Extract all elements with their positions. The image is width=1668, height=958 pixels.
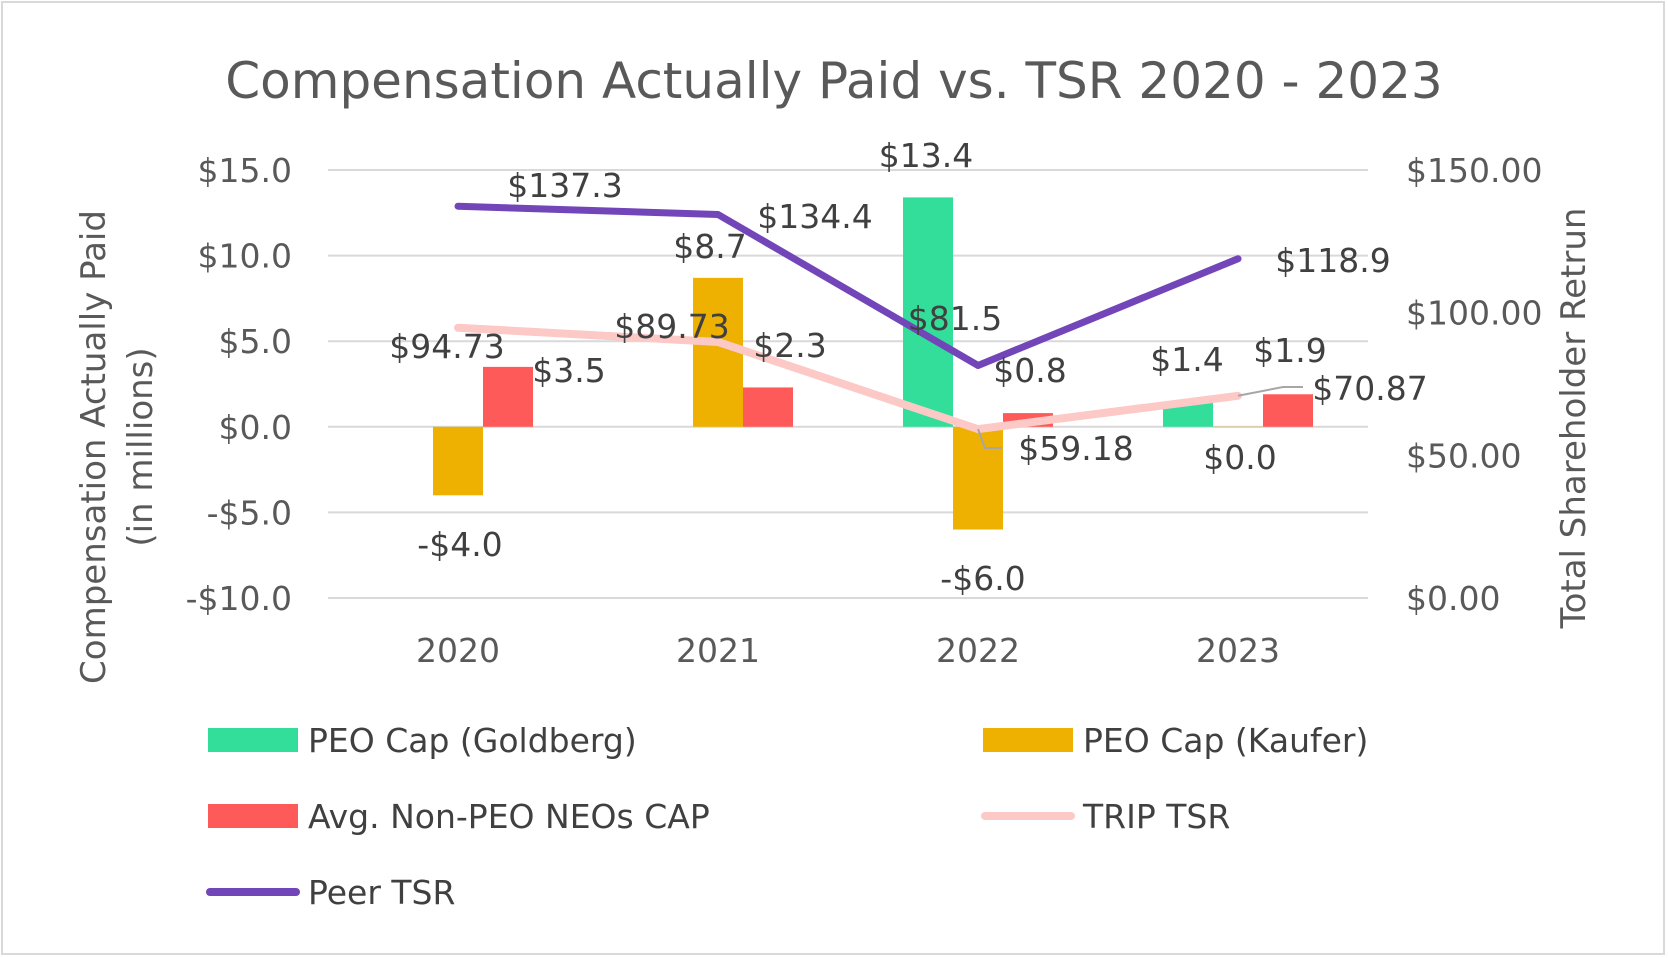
bar [1213,426,1263,428]
bar-data-label: $8.7 [673,227,746,266]
bars [433,197,1313,530]
gridlines [328,169,1368,599]
legend-label: Peer TSR [308,873,455,912]
right-axis-title: Total Shareholder Retrun [1554,208,1594,630]
right-tick-label: $0.00 [1406,579,1500,618]
tsr-line [454,323,1242,434]
left-axis-title-line1: Compensation Actually Paid [74,210,114,684]
legend-label: Avg. Non-PEO NEOs CAP [308,797,710,836]
line-data-label: $89.73 [614,307,729,346]
left-tick-label: $0.0 [219,408,292,447]
left-tick-label: $5.0 [219,322,292,361]
leader-line [977,428,1002,449]
left-tick-label: -$5.0 [207,493,292,532]
line-data-label: $70.87 [1312,369,1427,408]
line-data-label: $134.4 [757,197,872,236]
right-tick-label: $50.00 [1406,436,1521,475]
line-data-label: $118.9 [1275,241,1390,280]
axes: $15.0 $10.0 $5.0 $0.0 -$5.0 -$10.0 $150.00 $100… [186,151,1543,670]
bar [433,426,483,496]
bar-data-label: $1.9 [1253,331,1326,370]
x-tick-label: 2023 [1196,631,1280,670]
bar-data-label: -$4.0 [417,525,502,564]
legend-label: PEO Cap (Kaufer) [1083,721,1368,760]
x-tick-label: 2021 [676,631,760,670]
tsr-line [454,202,1242,369]
bar [953,426,1003,530]
chart-title: Compensation Actually Paid vs. TSR 2020 … [225,52,1443,110]
legend-swatch [208,804,298,828]
line-data-label: $137.3 [507,166,622,205]
bar [693,277,743,427]
legend-label: PEO Cap (Goldberg) [308,721,637,760]
left-axis-title-line2: (in millions) [121,347,161,546]
right-tick-label: $100.00 [1406,294,1542,333]
bar [483,366,533,427]
line-data-label: $59.18 [1018,429,1133,468]
legend-swatch [208,728,298,752]
bar [903,197,953,427]
left-tick-label: -$10.0 [186,579,292,618]
line-data-label: $81.5 [908,299,1002,338]
bar [743,387,793,427]
line-data-label: $94.73 [389,327,504,366]
bar [1163,402,1213,427]
legend: PEO Cap (Goldberg) PEO Cap (Kaufer) Avg. N… [206,721,1368,912]
x-tick-label: 2022 [936,631,1020,670]
bar-data-label: $1.4 [1150,340,1223,379]
bar-data-label: $13.4 [879,136,973,175]
legend-label: TRIP TSR [1082,797,1230,836]
legend-swatch [983,728,1073,752]
leader-line [1237,386,1303,397]
bar-data-label: $0.0 [1203,438,1276,477]
left-tick-label: $10.0 [198,237,292,276]
tsr-lines [454,202,1242,434]
left-tick-label: $15.0 [198,151,292,190]
bar [1263,394,1313,427]
data-labels: $13.4 $1.4 -$4.0 $8.7 -$6.0 $0.0 $3.5 $2.3 $0.8 $… [389,136,1427,598]
bar-data-label: $3.5 [532,351,605,390]
right-tick-label: $150.00 [1406,151,1542,190]
bar-data-label: $2.3 [753,326,826,365]
bar-data-label: -$6.0 [940,559,1025,598]
bar-data-label: $0.8 [993,351,1066,390]
x-tick-label: 2020 [416,631,500,670]
